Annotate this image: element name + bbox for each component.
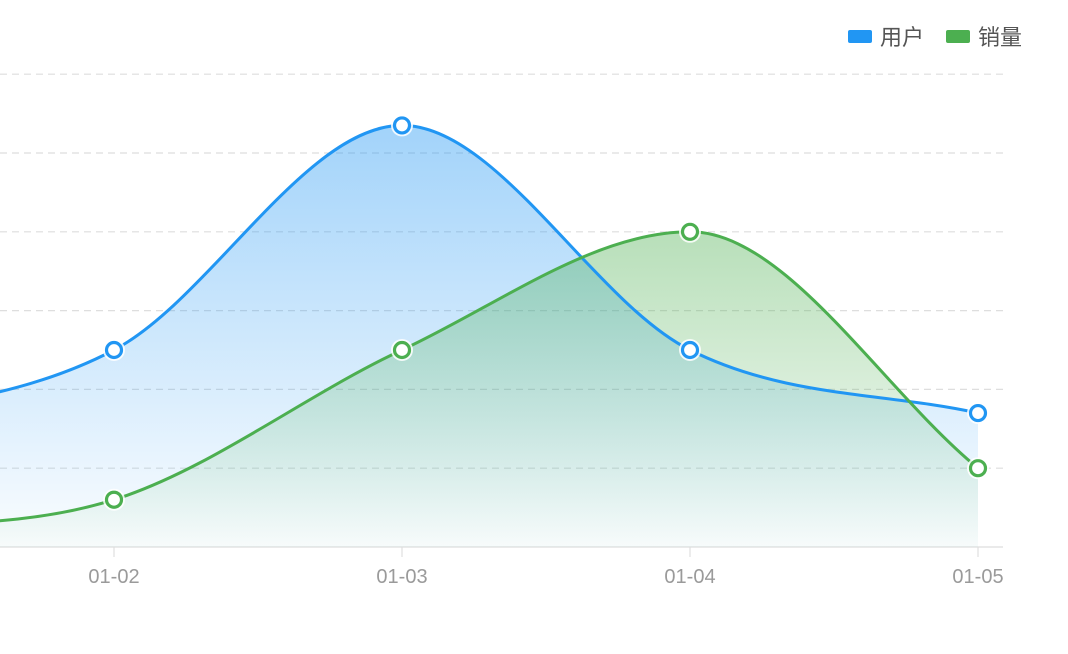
x-axis: 01-02 01-03 01-04 01-05 (88, 547, 1004, 588)
data-point-series-1 (680, 222, 700, 241)
data-point-series-0 (392, 116, 412, 135)
x-tick-label: 01-04 (664, 566, 715, 588)
data-point-series-0 (680, 340, 700, 360)
data-point-series-1 (104, 490, 124, 509)
legend-label-series-0: 用户 (879, 26, 924, 51)
data-points (103, 114, 989, 511)
legend: 用户 销量 (847, 20, 1022, 52)
legend-label-series-1: 销量 (977, 26, 1022, 51)
legend-item-series-0[interactable]: 用户 (847, 20, 924, 52)
x-tick-label: 01-03 (376, 566, 427, 588)
x-tick-label: 01-02 (88, 566, 139, 588)
area-fills (0, 125, 978, 547)
legend-item-series-1[interactable]: 销量 (945, 20, 1022, 52)
area-fill-series-1 (0, 231, 978, 547)
data-point-series-1 (968, 459, 988, 478)
legend-swatch-series-1 (945, 29, 970, 43)
legend-swatch-series-0 (847, 29, 872, 43)
data-point-series-0 (104, 340, 124, 360)
data-point-series-0 (968, 403, 988, 423)
x-tick-label: 01-05 (952, 566, 1003, 588)
data-point-series-1 (392, 340, 412, 360)
